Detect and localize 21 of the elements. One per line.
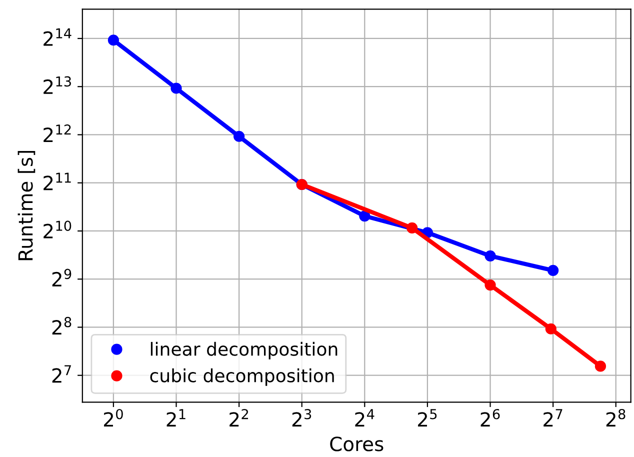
legend-label: cubic decomposition (150, 368, 334, 386)
y-tick-label: 2$^{12}$ (44, 124, 71, 142)
y-tick-label: 2$^{14}$ (44, 28, 72, 46)
y-tick-label: 2$^{8}$ (52, 316, 72, 334)
x-tick-label: 2$^{0}$ (104, 408, 123, 427)
y-tick-label: 2$^{11}$ (44, 172, 71, 190)
y-tick-label: 2$^{7}$ (52, 365, 71, 383)
x-tick-label: 2$^{4}$ (355, 409, 374, 427)
x-tick-label: 2$^{7}$ (544, 409, 562, 427)
x-tick-label: 2$^{5}$ (418, 409, 437, 427)
x-tick-label: 2$^{3}$ (292, 408, 312, 427)
y-tick-label: 2$^{10}$ (44, 220, 72, 238)
x-tick-label: 2$^{2}$ (230, 408, 248, 427)
legend-label: linear decomposition (150, 342, 338, 360)
y-tick-label: 2$^{13}$ (44, 76, 71, 94)
y-axis-title: Runtime [s] (18, 150, 36, 260)
x-axis-title: Cores (330, 436, 384, 452)
y-tick-label: 2$^{9}$ (52, 268, 72, 286)
x-tick-label: 2$^{6}$ (480, 408, 500, 427)
x-tick-label: 2$^{8}$ (606, 408, 626, 427)
x-tick-label: 2$^{1}$ (166, 409, 186, 427)
